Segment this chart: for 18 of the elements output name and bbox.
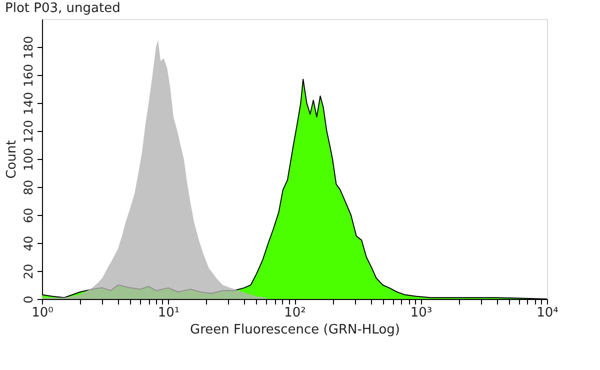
y-tick-label: 100 (22, 148, 36, 171)
y-tick-label: 180 (22, 36, 36, 59)
y-axis-title: Count (4, 140, 20, 179)
y-tick-label: 120 (22, 120, 36, 143)
y-tick-label: 140 (22, 92, 36, 115)
y-tick-label: 80 (22, 180, 36, 196)
x-tick-label: 10¹ (158, 306, 180, 320)
x-tick-label: 10³ (410, 306, 432, 320)
y-tick-label: 0 (22, 296, 36, 304)
y-tick-label: 20 (22, 264, 36, 280)
y-tick-label: 60 (22, 208, 36, 224)
y-tick-label: 160 (22, 64, 36, 87)
chart-title: Plot P03, ungated (5, 1, 120, 16)
y-tick-label: 40 (22, 236, 36, 252)
x-tick-label: 10⁰ (32, 306, 54, 320)
x-axis-title: Green Fluorescence (GRN-HLog) (190, 322, 400, 338)
x-tick-label: 10² (284, 306, 306, 320)
x-tick-label: 10⁴ (536, 306, 558, 320)
